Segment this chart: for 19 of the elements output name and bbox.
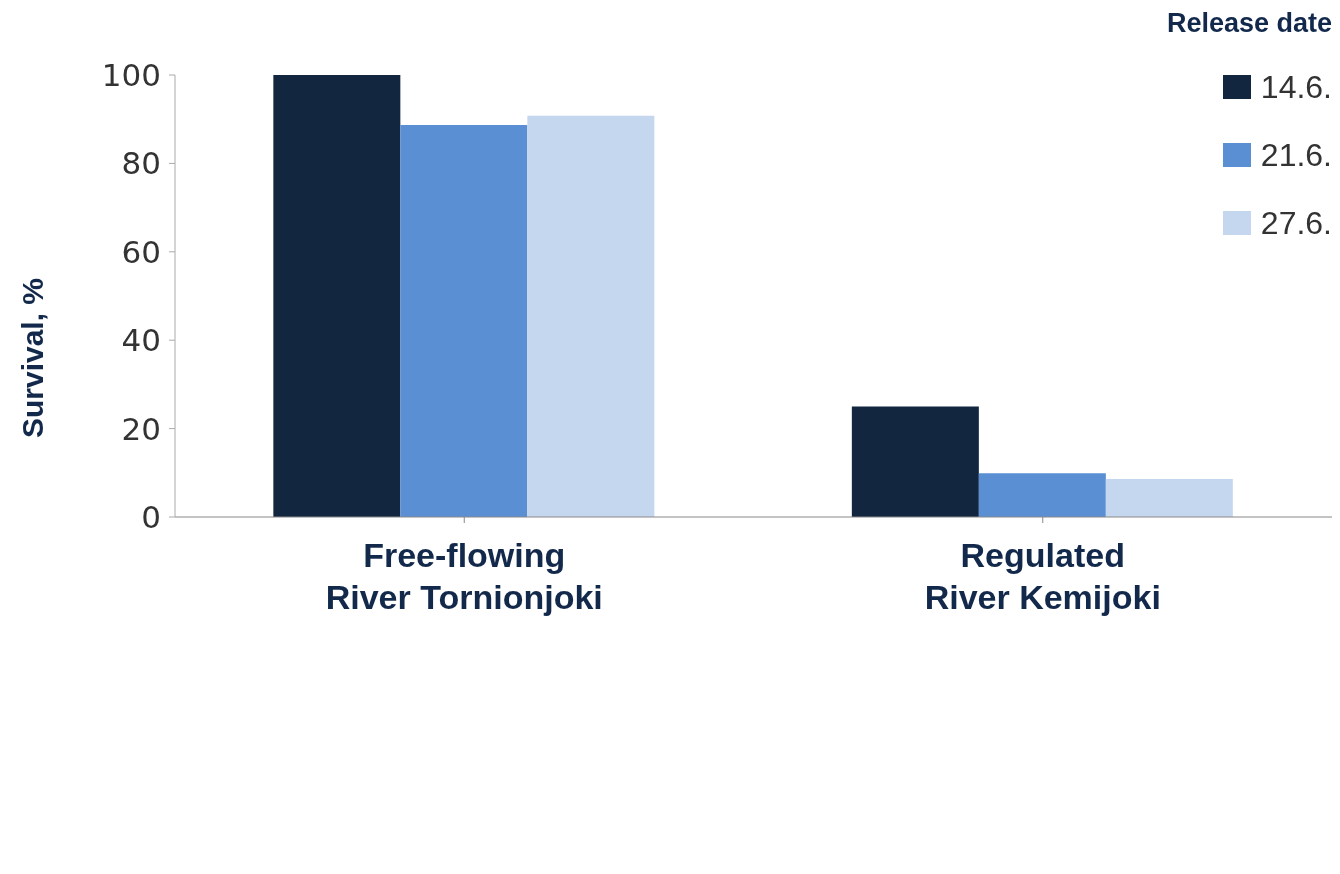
x-tick-label: Free-flowing River Tornionjoki bbox=[325, 536, 603, 616]
y-tick-label: 0 bbox=[141, 499, 161, 536]
y-tick-label: 100 bbox=[101, 57, 161, 93]
y-tick-label: 80 bbox=[121, 145, 161, 182]
bar bbox=[527, 115, 655, 517]
legend-label: 14.6. bbox=[1259, 67, 1332, 107]
bar bbox=[978, 473, 1106, 517]
y-axis-title: Survival, % bbox=[16, 277, 50, 439]
y-tick-label: 20 bbox=[121, 410, 161, 447]
bar bbox=[273, 75, 401, 517]
legend-label: 21.6. bbox=[1259, 135, 1332, 175]
bar bbox=[400, 124, 528, 517]
y-tick-label: 40 bbox=[121, 322, 161, 359]
bar bbox=[851, 406, 979, 517]
bar bbox=[1105, 478, 1233, 517]
y-tick-label: 60 bbox=[121, 233, 161, 270]
legend-title: Release date bbox=[1165, 8, 1332, 39]
x-tick-label: Regulated River Kemijoki bbox=[924, 536, 1161, 616]
legend-label: 27.6. bbox=[1259, 203, 1332, 243]
